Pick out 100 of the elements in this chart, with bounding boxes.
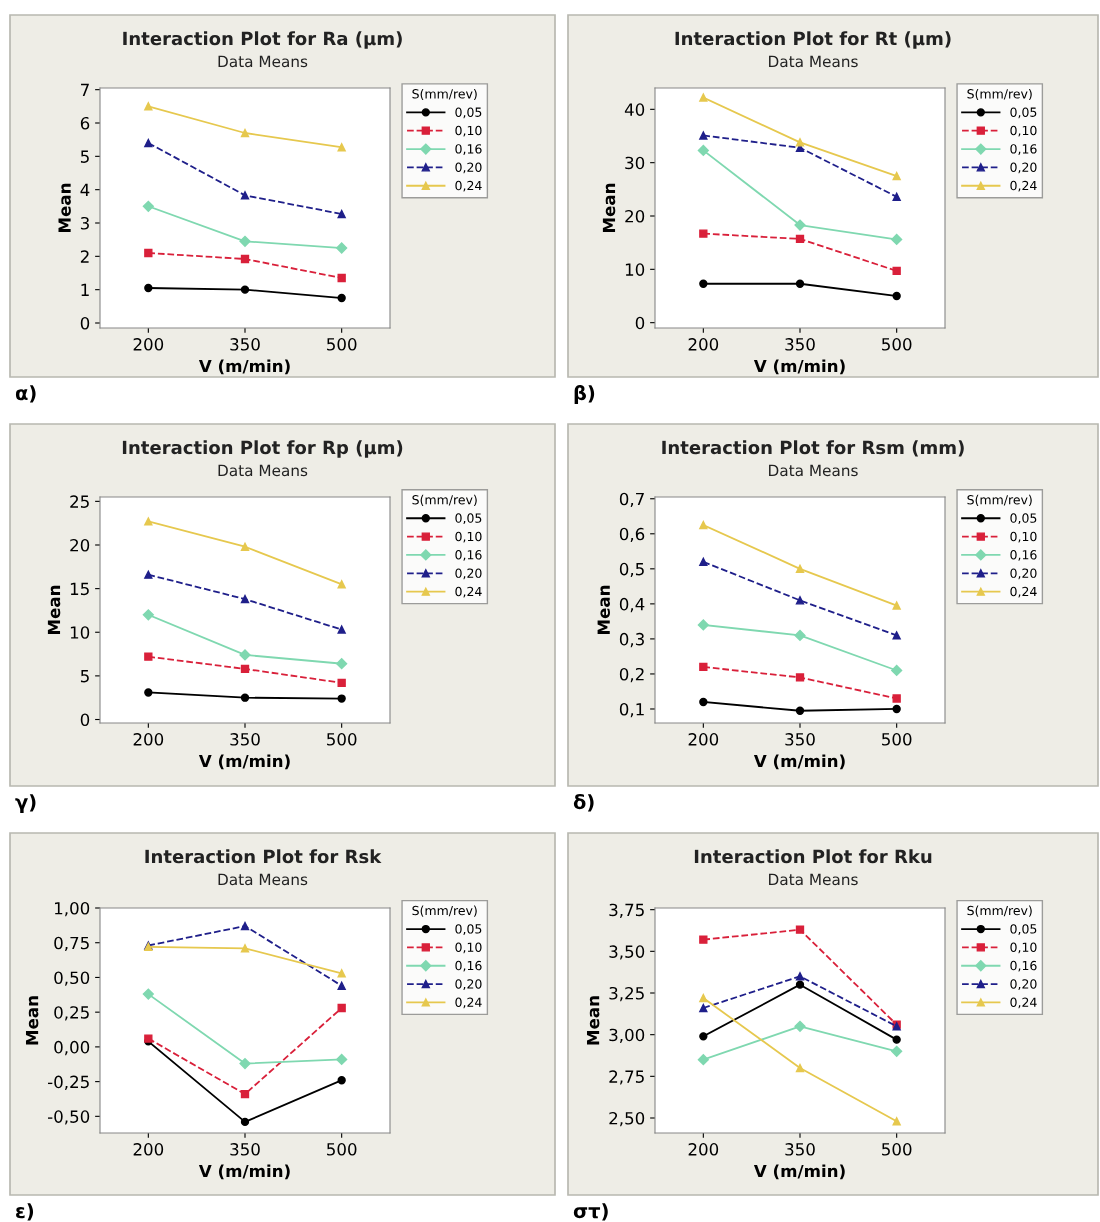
point	[892, 1117, 901, 1126]
x-tick-label: 200	[688, 1143, 719, 1156]
chart-subtitle: Data Means	[218, 464, 308, 477]
y-tick-label: 3	[80, 216, 89, 230]
point	[795, 925, 805, 934]
y-tick-label: 1,00	[55, 901, 90, 917]
point	[240, 191, 250, 200]
point	[337, 143, 346, 152]
x-axis-title: V (m/min)	[753, 1164, 845, 1180]
point	[699, 131, 708, 140]
y-tick-label: 0,4	[619, 597, 645, 613]
y-tick-label: 20	[70, 538, 90, 552]
y-tick-label: 3,75	[609, 903, 644, 918]
y-axis-title: Mean	[58, 183, 71, 232]
y-tick-label: 0,25	[54, 1006, 89, 1021]
x-tick-label: 200	[133, 733, 164, 746]
point	[142, 200, 154, 212]
chart-title: Interaction Plot for Ra (µm)	[123, 31, 402, 49]
chart-subtitle: Data Means	[218, 873, 308, 886]
text: στ)	[573, 1203, 608, 1221]
legend-title: S(mm/rev)	[967, 88, 1032, 101]
point	[240, 594, 250, 604]
legend-label: 0,24	[1010, 586, 1037, 598]
legend-label: 0,05	[455, 107, 482, 119]
point	[795, 138, 805, 147]
point	[337, 293, 346, 303]
y-tick-label: 5	[80, 670, 89, 683]
point	[337, 1003, 346, 1013]
x-tick-label: 350	[785, 338, 815, 351]
point	[337, 981, 346, 990]
y-tick-label: 0	[80, 316, 90, 330]
x-tick-label: 200	[688, 733, 719, 746]
point	[697, 619, 709, 631]
legend-title: S(mm/rev)	[412, 494, 477, 506]
text: β)	[574, 384, 595, 405]
y-tick-label: 1	[81, 283, 89, 296]
legend-label: 0,10	[1010, 942, 1037, 954]
y-axis-title: Mean	[47, 585, 61, 634]
point	[892, 291, 901, 301]
y-tick-label: 2	[80, 250, 89, 263]
point	[697, 1054, 709, 1066]
point	[892, 694, 901, 703]
point	[794, 1020, 806, 1032]
point	[892, 631, 901, 640]
y-tick-label: 0,00	[54, 1040, 90, 1056]
legend-label: 0,16	[1010, 144, 1037, 155]
point	[892, 192, 901, 201]
point	[699, 93, 708, 102]
x-tick-label: 500	[882, 338, 912, 351]
point	[336, 242, 348, 254]
point	[892, 1035, 901, 1044]
y-tick-label: 2,75	[609, 1070, 644, 1085]
x-tick-label: 200	[133, 1143, 164, 1156]
point	[337, 209, 346, 219]
point	[144, 102, 153, 111]
point	[240, 128, 250, 138]
y-tick-label: 25	[70, 495, 89, 508]
y-tick-label: 0,6	[619, 527, 645, 543]
point	[144, 517, 153, 526]
point	[144, 570, 153, 579]
point	[240, 1089, 250, 1099]
point	[699, 993, 708, 1003]
text: γ)	[15, 794, 36, 814]
x-tick-label: 500	[882, 1143, 912, 1156]
text: ε)	[16, 1203, 34, 1221]
x-tick-label: 350	[230, 733, 260, 746]
y-tick-label: 0,3	[619, 632, 644, 648]
legend-label: 0,10	[1010, 531, 1037, 543]
legend-label: 0,20	[1010, 979, 1037, 990]
legend-label: 0,24	[455, 180, 482, 192]
chart-subtitle: Data Means	[769, 464, 858, 477]
point	[144, 688, 153, 697]
legend-label: 0,24	[455, 586, 482, 598]
y-tick-label: 0,2	[619, 667, 644, 683]
point	[336, 1053, 348, 1065]
point	[337, 678, 346, 688]
x-tick-label: 350	[785, 1143, 815, 1156]
x-tick-label: 350	[230, 338, 260, 351]
point	[699, 1003, 708, 1013]
y-tick-label: 3,50	[609, 945, 645, 960]
x-axis-title: V (m/min)	[753, 359, 845, 375]
text: δ)	[573, 794, 594, 812]
y-tick-label: 6	[80, 116, 90, 130]
x-tick-label: 200	[133, 338, 164, 351]
y-tick-label: 5	[80, 150, 89, 163]
text: α)	[15, 385, 36, 403]
y-tick-label: 40	[624, 103, 645, 116]
point	[794, 629, 806, 642]
y-tick-label: 0	[80, 713, 90, 727]
point	[240, 542, 250, 551]
point	[891, 664, 903, 677]
point	[336, 658, 348, 670]
y-tick-label: 4	[80, 183, 90, 196]
y-tick-label: 15	[70, 582, 89, 596]
legend-label: 0,05	[1010, 513, 1037, 525]
point	[795, 564, 805, 573]
point	[240, 664, 250, 674]
chart-subtitle: Data Means	[218, 55, 308, 68]
chart-title: Interaction Plot for Rp (µm)	[122, 440, 403, 458]
y-tick-label: 0,5	[619, 562, 644, 578]
